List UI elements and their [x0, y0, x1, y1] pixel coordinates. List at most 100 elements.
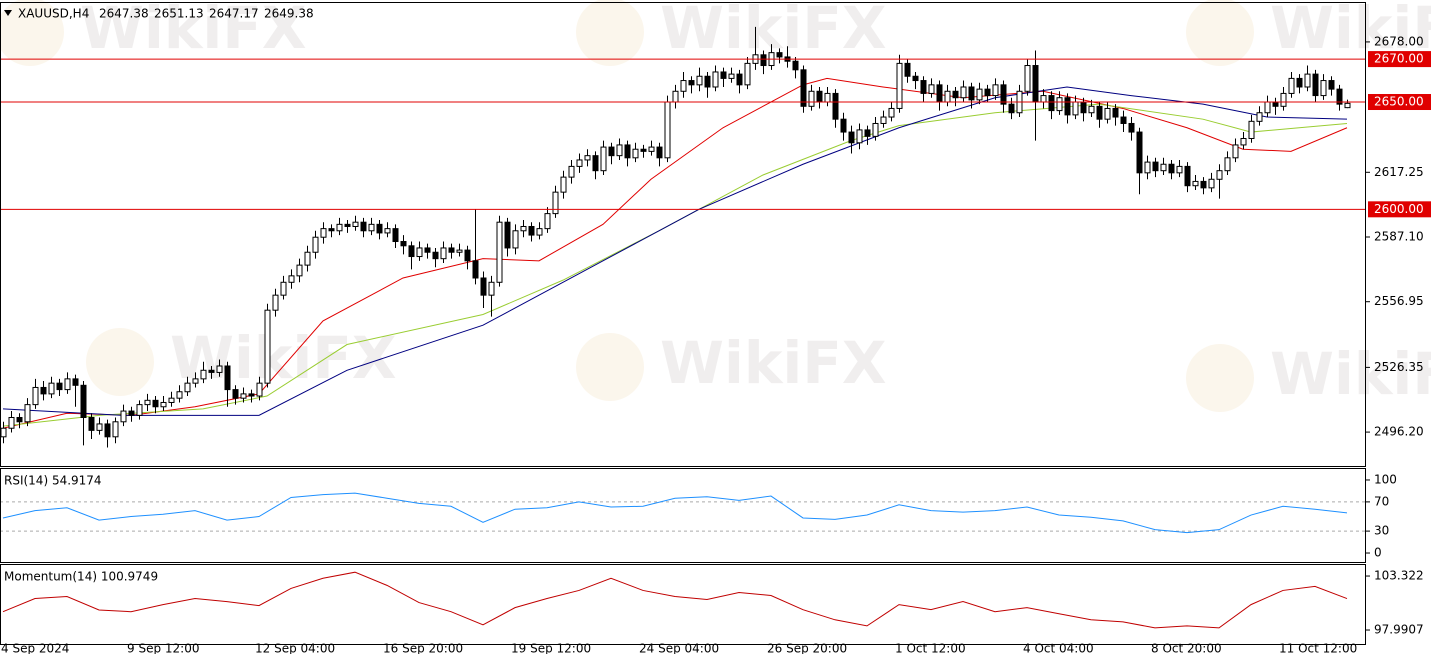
candle-body	[592, 155, 599, 172]
candle-body	[576, 159, 583, 167]
candle-body	[1128, 122, 1135, 133]
candle-body	[1072, 101, 1079, 116]
candle-body	[1272, 101, 1279, 107]
pane-frame	[0, 2, 1366, 467]
watermark: WikiFX	[660, 0, 887, 62]
candle-body	[1064, 97, 1071, 116]
candle-body	[792, 60, 799, 71]
candle-body	[528, 225, 535, 236]
candle-body	[936, 84, 943, 103]
candle-body	[280, 281, 287, 296]
candle-body	[1224, 157, 1231, 172]
candle-body	[88, 416, 95, 431]
candle-body	[808, 90, 815, 107]
candle-body	[232, 389, 239, 399]
candle-body	[1232, 144, 1239, 159]
candle-body	[1296, 77, 1303, 88]
candle-body	[272, 294, 279, 311]
candle-body	[72, 378, 79, 386]
candle-body	[872, 122, 879, 137]
level-label-bg	[1368, 51, 1431, 68]
high-value: 2651.13	[154, 7, 204, 21]
candle-body	[1152, 161, 1159, 172]
y-tick-label: 2587.10	[1374, 230, 1424, 244]
candle-body	[1248, 120, 1255, 139]
level-label: 2600.00	[1374, 202, 1424, 216]
watermark-logo	[1186, 344, 1254, 412]
candle-body	[328, 228, 335, 232]
candle-body	[560, 176, 567, 193]
candle-body	[536, 228, 543, 236]
candle-body	[640, 148, 647, 152]
watermark-logo	[86, 328, 154, 396]
candle-body	[16, 416, 23, 423]
candle-body	[944, 90, 951, 103]
candle-body	[184, 382, 191, 393]
candle-body	[320, 228, 327, 238]
x-tick-label: 24 Sep 04:00	[639, 642, 719, 654]
candle-body	[1288, 77, 1295, 94]
level-label: 2650.00	[1374, 95, 1424, 109]
candle-body	[824, 92, 831, 103]
level-label-bg	[1368, 201, 1431, 218]
moving-average	[2, 86, 1348, 416]
watermark-logo	[576, 333, 644, 401]
low-value: 2647.17	[209, 7, 259, 21]
candle-body	[344, 223, 351, 227]
candle-body	[1256, 112, 1263, 122]
candle-body	[208, 369, 215, 373]
watermark: WikiFX	[170, 324, 397, 392]
candle-body	[920, 80, 927, 94]
candle-body	[1032, 65, 1039, 103]
candle-body	[152, 399, 159, 408]
y-tick-label: 2526.35	[1374, 360, 1424, 374]
candle-body	[104, 423, 111, 438]
candle-body	[512, 230, 519, 249]
candle-body	[1176, 165, 1183, 174]
candle-body	[96, 423, 103, 431]
candle-body	[304, 251, 311, 266]
candle-body	[1208, 178, 1215, 189]
candle-body	[800, 69, 807, 107]
x-tick-label: 16 Sep 20:00	[383, 642, 463, 654]
candle-body	[1344, 102, 1351, 109]
indicator-title: Momentum(14) 100.9749	[4, 570, 158, 584]
candle-body	[1000, 84, 1007, 105]
x-tick-label: 4 Oct 04:00	[1023, 642, 1094, 654]
candle-body	[1080, 101, 1087, 114]
candle-body	[432, 251, 439, 260]
candle-body	[488, 281, 495, 296]
watermark: WikiFX	[80, 0, 307, 62]
candle-body	[192, 378, 199, 384]
candle-body	[840, 118, 847, 133]
candle-body	[248, 393, 255, 397]
candle-body	[64, 378, 71, 391]
candle-body	[856, 129, 863, 144]
y-tick-label: 70	[1374, 494, 1389, 508]
candle-body	[1120, 116, 1127, 124]
candle-body	[600, 146, 607, 172]
candle-body	[40, 386, 47, 395]
candle-body	[0, 427, 7, 438]
candle-body	[1336, 88, 1343, 105]
candle-body	[1184, 165, 1191, 187]
menu-arrow	[4, 10, 12, 16]
level-label: 2670.00	[1374, 52, 1424, 66]
x-tick-label: 26 Sep 20:00	[767, 642, 847, 654]
y-tick-label: 103.322	[1374, 569, 1424, 583]
candle-body	[312, 236, 319, 253]
candle-body	[288, 275, 295, 283]
candle-body	[1216, 170, 1223, 180]
candle-body	[352, 221, 359, 227]
candle-body	[1136, 131, 1143, 174]
candle-body	[960, 86, 967, 99]
candle-body	[848, 131, 855, 144]
watermark-logo	[1186, 0, 1254, 66]
watermark: WikiFX	[660, 329, 887, 397]
candle-body	[552, 191, 559, 215]
candle-body	[928, 84, 935, 94]
candle-body	[1024, 65, 1031, 92]
candle-body	[1088, 105, 1095, 114]
candle-body	[816, 90, 823, 103]
